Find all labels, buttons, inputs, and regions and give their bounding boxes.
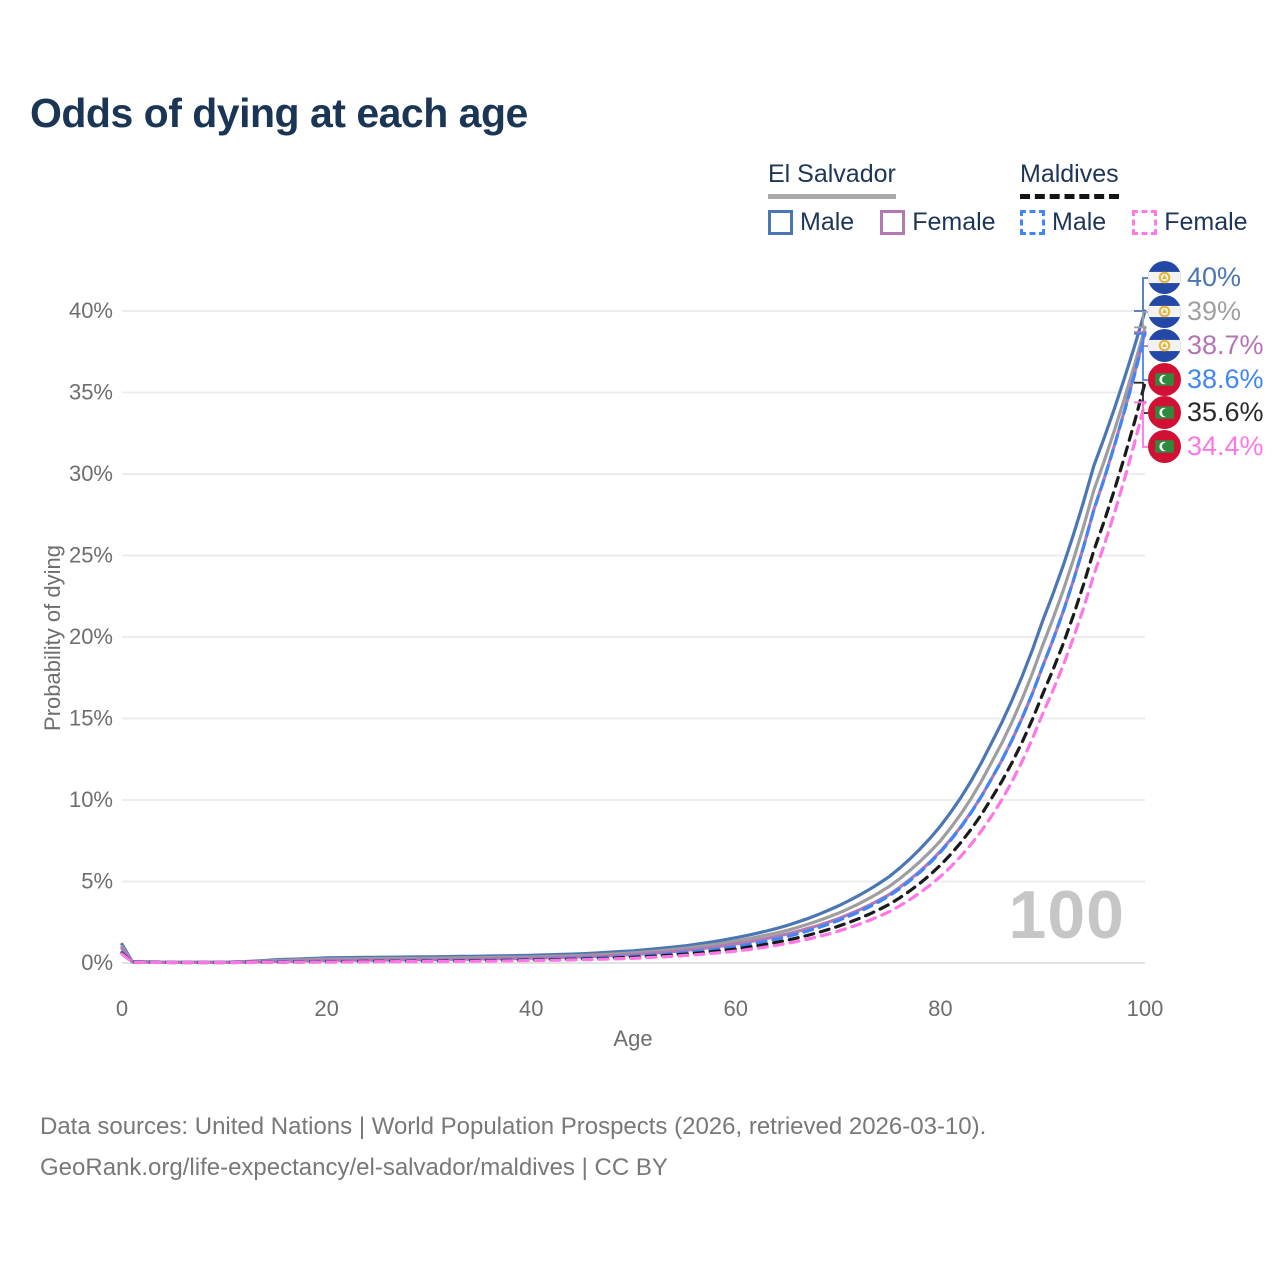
end-label-value: 35.6% [1187,397,1264,427]
legend-swatch-solid[interactable] [880,210,906,235]
series-line-maldives-male[interactable] [120,332,1147,965]
footer-data-sources: Data sources: United Nations | World Pop… [40,1113,987,1140]
leader-line [1134,311,1149,329]
legend-swatch-dashed[interactable] [1020,210,1045,235]
x-tick-label: 20 [314,996,338,1021]
x-tick-label: 40 [519,996,543,1021]
y-tick-label: 10% [69,787,113,812]
leader-line [1134,401,1149,448]
legend-item-maldives-male[interactable]: Male [1020,208,1106,237]
legend-swatch-dashed[interactable] [1132,210,1158,235]
page-title: Odds of dying at each age [30,90,528,136]
x-tick-label: 60 [724,996,748,1021]
legend-items-el-salvador: Male Female [768,208,996,237]
el-salvador-flag-icon [1148,329,1181,362]
legend-item-maldives-female[interactable]: Female [1132,208,1248,237]
legend-country-el-salvador[interactable]: El Salvador [768,160,896,199]
legend-items-maldives: Male Female [1020,208,1248,237]
end-label-value: 38.6% [1187,364,1264,394]
legend-item-label: Female [912,208,996,236]
series-line-el-salvador-female[interactable] [120,330,1147,964]
age-counter-watermark: 100 [1008,877,1125,953]
end-label-row: 39% [1148,295,1241,328]
series-line-el-salvador-both[interactable] [120,325,1147,964]
end-label-row: 38.7% [1148,329,1264,362]
end-label-row: 35.6% [1148,396,1264,429]
end-label-row: 40% [1148,261,1241,294]
x-tick-label: 80 [928,996,952,1021]
legend-group-el-salvador: El Salvador Male Female [768,160,996,237]
y-tick-label: 25% [69,543,113,568]
footer-attribution-link[interactable]: GeoRank.org/life-expectancy/el-salvador/… [40,1154,668,1181]
leader-line [1134,277,1149,312]
legend-group-maldives: Maldives Male Female [1020,160,1248,237]
legend-item-label: Male [800,208,855,236]
y-tick-label: 30% [69,461,113,486]
end-label-row: 34.4% [1148,430,1264,463]
end-label-value: 34.4% [1187,431,1264,461]
y-tick-label: 5% [81,869,113,894]
legend: El Salvador Male Female Maldives Male Fema… [0,160,1280,240]
x-tick-label: 0 [116,996,128,1021]
el-salvador-flag-icon [1148,261,1181,294]
end-label-row: 38.6% [1148,363,1264,396]
legend-item-label: Female [1164,208,1248,236]
maldives-flag-icon [1148,430,1181,463]
series-line-maldives-female[interactable] [120,400,1147,965]
end-label-value: 39% [1187,296,1242,326]
maldives-flag-icon [1148,363,1181,396]
legend-item-el-salvador-female[interactable]: Female [880,208,996,237]
el-salvador-flag-icon [1148,295,1181,328]
end-label-value: 40% [1187,262,1242,292]
x-axis-title: Age [613,1026,653,1051]
leader-line [1134,332,1149,381]
y-tick-label: 20% [69,624,113,649]
maldives-flag-icon [1148,396,1181,429]
x-tick-label: 100 [1127,996,1164,1021]
leader-line [1134,381,1149,414]
footer: Data sources: United Nations | World Pop… [40,1106,986,1188]
legend-swatch-solid[interactable] [768,210,793,235]
legend-item-label: Male [1052,208,1107,236]
y-tick-label: 35% [69,380,113,405]
legend-item-el-salvador-male[interactable]: Male [768,208,854,237]
end-label-value: 38.7% [1187,330,1264,360]
legend-country-maldives[interactable]: Maldives [1020,160,1119,199]
y-tick-label: 0% [81,950,113,975]
y-axis-title: Probability of dying [40,545,65,731]
y-tick-label: 15% [69,706,113,731]
y-tick-label: 40% [69,298,113,323]
